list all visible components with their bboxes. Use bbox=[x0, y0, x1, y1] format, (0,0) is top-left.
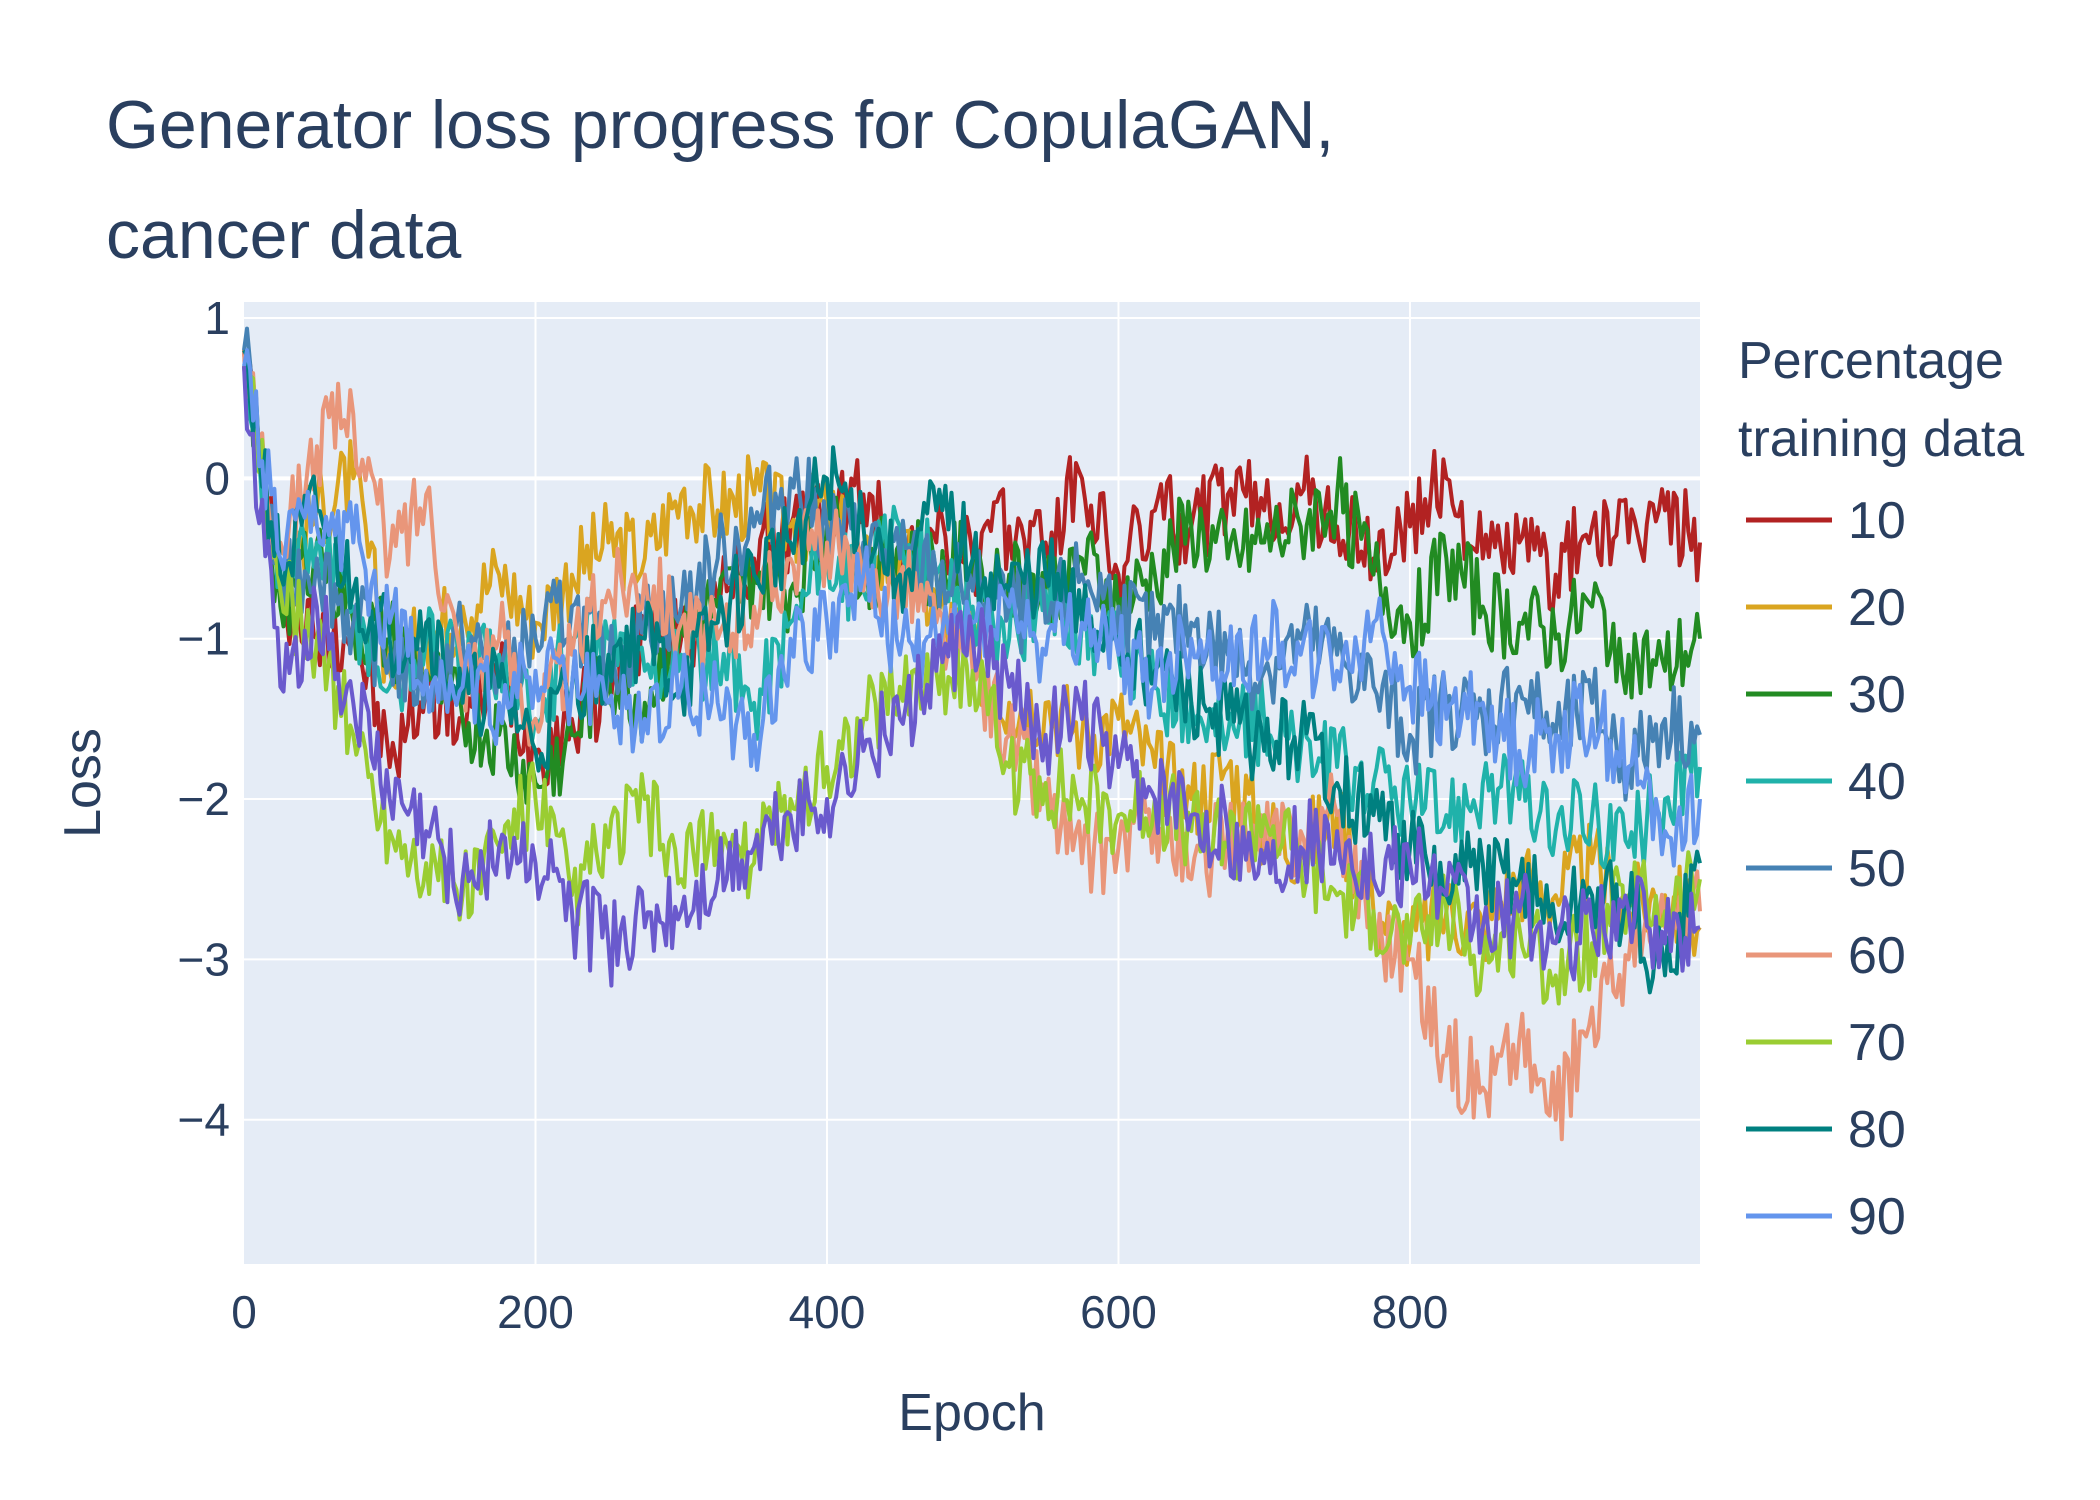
x-tick-label-200: 200 bbox=[497, 1286, 574, 1338]
x-axis-title: Epoch bbox=[898, 1384, 1045, 1442]
y-tick-label-4: −3 bbox=[178, 933, 230, 985]
legend-item-80[interactable]: 80 bbox=[1746, 1101, 1906, 1159]
legend-item-50[interactable]: 50 bbox=[1746, 840, 1906, 898]
legend-label-90: 90 bbox=[1848, 1188, 1906, 1246]
x-tick-label-0: 0 bbox=[231, 1286, 257, 1338]
chart-title-line-2: cancer data bbox=[106, 197, 462, 273]
y-axis-title: Loss bbox=[54, 728, 112, 838]
series-line-unlabeled-9 bbox=[242, 366, 1701, 988]
legend-title-line-2: training data bbox=[1738, 410, 2024, 468]
x-tick-label-600: 600 bbox=[1080, 1286, 1157, 1338]
legend-item-30[interactable]: 30 bbox=[1746, 666, 1906, 724]
legend-label-40: 40 bbox=[1848, 753, 1906, 811]
legend-item-10[interactable]: 10 bbox=[1746, 492, 1906, 550]
legend-item-20[interactable]: 20 bbox=[1746, 579, 1906, 637]
series-line-70 bbox=[242, 365, 1702, 1006]
y-tick-label-5: −4 bbox=[178, 1094, 230, 1146]
series-line-90 bbox=[242, 348, 1702, 868]
x-tick-label-800: 800 bbox=[1372, 1286, 1449, 1338]
y-axis-ticks: 1 0 −1 −2 −3 −4 bbox=[178, 292, 230, 1146]
legend-item-70[interactable]: 70 bbox=[1746, 1014, 1906, 1072]
x-tick-label-400: 400 bbox=[789, 1286, 866, 1338]
legend-title-line-1: Percentage bbox=[1738, 332, 2004, 390]
legend-label-20: 20 bbox=[1848, 579, 1906, 637]
series-lines bbox=[242, 326, 1702, 1142]
y-tick-label-1: 0 bbox=[204, 452, 230, 504]
legend-label-70: 70 bbox=[1848, 1014, 1906, 1072]
legend-label-80: 80 bbox=[1848, 1101, 1906, 1159]
legend[interactable]: Percentage training data 10 20 30 40 50 60 70 8… bbox=[1738, 332, 2024, 1246]
legend-item-90[interactable]: 90 bbox=[1746, 1188, 1906, 1246]
legend-item-60[interactable]: 60 bbox=[1746, 927, 1906, 985]
legend-label-30: 30 bbox=[1848, 666, 1906, 724]
chart-title-line-1: Generator loss progress for CopulaGAN, bbox=[106, 87, 1334, 163]
legend-label-60: 60 bbox=[1848, 927, 1906, 985]
x-axis-ticks: 0 200 400 600 800 bbox=[231, 1286, 1448, 1338]
y-tick-label-2: −1 bbox=[178, 613, 230, 665]
y-tick-label-3: −2 bbox=[178, 773, 230, 825]
legend-label-50: 50 bbox=[1848, 840, 1906, 898]
legend-items: 10 20 30 40 50 60 70 80 90 bbox=[1746, 492, 1906, 1246]
y-tick-label-0: 1 bbox=[204, 292, 230, 344]
legend-item-40[interactable]: 40 bbox=[1746, 753, 1906, 811]
legend-label-10: 10 bbox=[1848, 492, 1906, 550]
